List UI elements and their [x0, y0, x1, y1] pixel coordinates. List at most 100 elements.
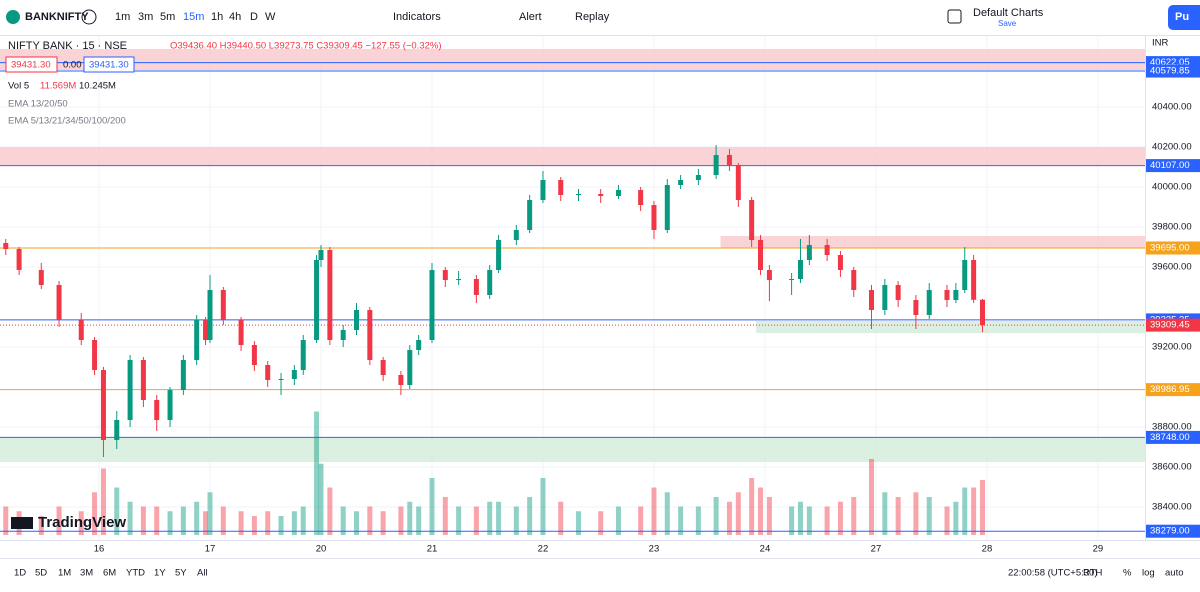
candle-body — [380, 360, 386, 375]
candle-body — [203, 320, 209, 340]
candle-body — [367, 310, 373, 360]
range-button[interactable]: YTD — [126, 568, 145, 579]
bid[interactable]: 39431.30 — [11, 60, 51, 71]
alert-button[interactable]: Alert — [519, 11, 542, 23]
volume-bar — [664, 492, 670, 535]
save-label[interactable]: Save — [998, 19, 1017, 28]
candle-body — [194, 320, 200, 360]
x-tick-label: 16 — [94, 544, 105, 555]
level-label-bg — [1146, 524, 1200, 538]
level-label-bg — [1146, 64, 1200, 78]
candle-body — [713, 155, 719, 175]
volume-bar — [678, 506, 684, 535]
volume-bar — [278, 516, 284, 535]
y-tick-label: 38600.00 — [1152, 462, 1192, 473]
y-tick-label: 39200.00 — [1152, 342, 1192, 353]
volume-bar — [695, 506, 701, 535]
range-button[interactable]: 5D — [35, 568, 47, 579]
range-button[interactable]: 1M — [58, 568, 71, 579]
symbol[interactable]: BANKNIFTY — [25, 11, 89, 23]
volume-bar — [575, 511, 581, 535]
volume-bar — [540, 478, 546, 535]
volume-bar — [749, 478, 755, 535]
log-toggle[interactable]: log — [1142, 568, 1155, 579]
volume-bar — [980, 480, 986, 535]
interval-button[interactable]: 15m — [183, 11, 204, 23]
interval-button[interactable]: 1h — [211, 11, 223, 23]
candle-body — [726, 155, 732, 165]
volume-bar — [140, 506, 146, 535]
candle-body — [300, 340, 306, 370]
volume-bar — [496, 501, 502, 535]
range-button[interactable]: 3M — [80, 568, 93, 579]
volume-bar — [251, 516, 257, 535]
volume-bar — [758, 487, 764, 535]
candle-body — [926, 290, 932, 315]
publish-button[interactable] — [1168, 5, 1200, 30]
percent-toggle[interactable]: % — [1123, 568, 1132, 579]
publish-label[interactable]: Pu — [1175, 11, 1189, 23]
level-label-bg — [1146, 318, 1200, 332]
candle-body — [953, 290, 959, 300]
ask-box[interactable] — [83, 56, 135, 73]
range-button[interactable]: All — [197, 568, 208, 579]
candle-body — [496, 240, 502, 270]
candle-body — [895, 285, 901, 300]
volume-bar — [837, 501, 843, 535]
zone — [0, 49, 1145, 70]
volume-bar — [824, 506, 830, 535]
interval-button[interactable]: 1m — [115, 11, 130, 23]
interval-button[interactable]: 4h — [229, 11, 241, 23]
volume-bar — [797, 501, 803, 535]
candle-body — [944, 290, 950, 300]
candle-body — [407, 350, 413, 385]
candle-body — [238, 320, 244, 345]
zone — [720, 236, 1145, 248]
candle-body — [473, 279, 479, 295]
top-toolbar — [0, 0, 1200, 35]
range-button[interactable]: 1Y — [154, 568, 166, 579]
volume-bar — [398, 506, 404, 535]
volume-bar — [895, 497, 901, 535]
candle-body — [558, 180, 564, 195]
legend-ohlc: O39436.40 H39440.50 L39273.75 C39309.45 … — [170, 41, 442, 52]
spread: 0.00 — [63, 60, 82, 71]
price-axis — [1145, 36, 1200, 540]
interval-button[interactable]: 3m — [138, 11, 153, 23]
session[interactable]: RTH — [1083, 568, 1102, 579]
logo-icon — [11, 517, 33, 529]
volume-bar — [92, 492, 98, 535]
range-button[interactable]: 6M — [103, 568, 116, 579]
level-label-bg — [1146, 383, 1200, 397]
bid-box[interactable] — [5, 56, 58, 73]
level-label-bg — [1146, 241, 1200, 255]
volume-bar — [314, 411, 320, 535]
ask[interactable]: 39431.30 — [89, 60, 129, 71]
candle-body — [154, 400, 160, 420]
volume-bar — [527, 497, 533, 535]
replay-button[interactable]: Replay — [575, 11, 610, 23]
y-tick-label: 38800.00 — [1152, 422, 1192, 433]
candle-body — [38, 270, 44, 285]
auto-toggle[interactable]: auto — [1165, 568, 1184, 579]
volume-bar — [78, 511, 84, 535]
range-button[interactable]: 1D — [14, 568, 26, 579]
interval-button[interactable]: D — [250, 11, 258, 23]
y-tick-label: 39600.00 — [1152, 262, 1192, 273]
volume-bar — [442, 497, 448, 535]
range-button[interactable]: 5Y — [175, 568, 187, 579]
interval-button[interactable]: 5m — [160, 11, 175, 23]
candle-body — [442, 270, 448, 280]
volume-bar — [944, 506, 950, 535]
candle-body — [16, 249, 22, 270]
volume-bar — [926, 497, 932, 535]
interval-button[interactable]: W — [265, 11, 276, 23]
candle-body — [806, 245, 812, 260]
indicators-button[interactable]: Indicators — [393, 11, 441, 23]
candle-body — [78, 320, 84, 340]
vol-label: Vol 5 — [8, 81, 29, 92]
volume-bar — [354, 511, 360, 535]
ema-legend: EMA 5/13/21/34/50/100/200 — [8, 116, 126, 127]
compare-button[interactable] — [81, 9, 97, 25]
layout-name[interactable]: Default Charts — [973, 7, 1044, 19]
